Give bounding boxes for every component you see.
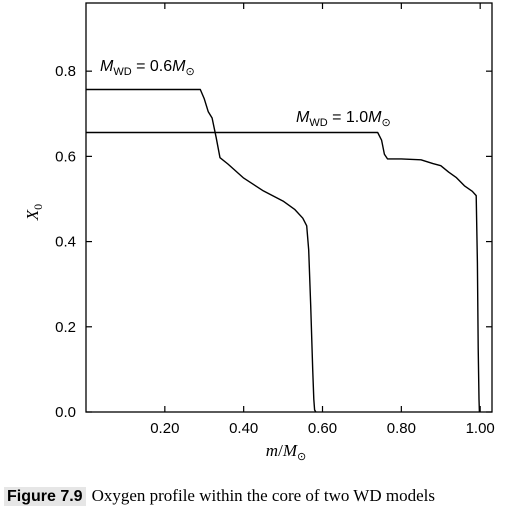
y-axis-label: X0 (23, 204, 45, 221)
x-tick-label-3: 0.80 (387, 420, 416, 437)
plot-frame (85, 2, 493, 413)
y-tick-label-1: 0.2 (55, 319, 76, 336)
x-tick-label-4: 1.00 (466, 420, 495, 437)
series (86, 88, 481, 413)
y-tick-label-0: 0.0 (55, 404, 76, 421)
caption-text: Oxygen profile within the core of two WD… (91, 486, 435, 505)
y-tick-label-4: 0.8 (55, 63, 76, 80)
figure-caption: Figure 7.9 Oxygen profile within the core… (4, 486, 510, 506)
caption-label: Figure 7.9 (4, 487, 86, 506)
series-line-0 (86, 88, 317, 413)
x-tick-label-1: 0.40 (229, 420, 258, 437)
series-line-1 (86, 131, 481, 413)
y-tick-label-2: 0.4 (55, 234, 76, 251)
x-tick-label-0: 0.20 (150, 420, 179, 437)
x-tick-label-2: 0.60 (308, 420, 337, 437)
x-axis-label: m/M⊙ (266, 441, 306, 463)
y-tick-label-3: 0.6 (55, 148, 76, 165)
annotation-0: MWD = 0.6M⊙ (100, 58, 195, 78)
annotation-1: MWD = 1.0M⊙ (296, 109, 391, 129)
ticks: 0.20 0.40 0.60 0.80 1.00 0.0 0.2 0.4 0.6 0.8 (55, 3, 495, 437)
chart: 0.20 0.40 0.60 0.80 1.00 0.0 0.2 0.4 0.6 0.8 MWD … (23, 2, 495, 463)
